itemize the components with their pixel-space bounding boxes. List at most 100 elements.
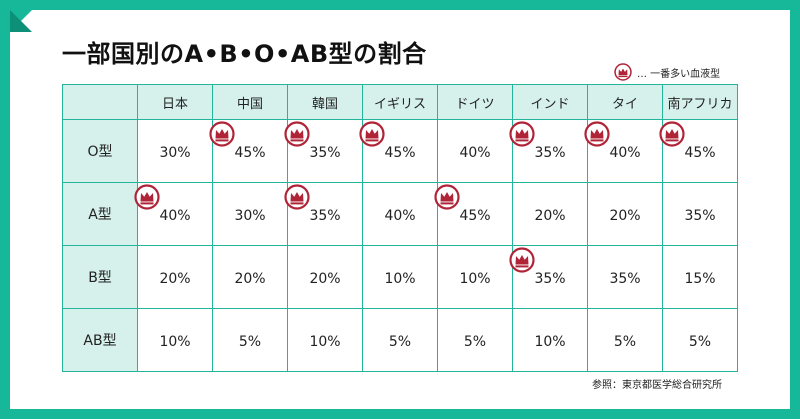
source-note: 参照：東京都医学総合研究所 — [592, 380, 722, 391]
cell-value: 10% — [534, 334, 566, 350]
cell-value: 30% — [159, 145, 191, 161]
table-cell: 5% — [212, 308, 288, 372]
table-cell: 30% — [137, 119, 213, 183]
table-cell: 20% — [512, 182, 588, 246]
cell-value: 20% — [309, 271, 341, 287]
cell-value: 40% — [609, 145, 641, 161]
crown-icon — [209, 121, 235, 147]
table-cell: 10% — [512, 308, 588, 372]
table-cell: 35% — [509, 119, 588, 183]
blood-type-table: 日本 中国 韓国 イギリス ドイツ インド タイ 南アフリカ O型 30% 45% 35% 45% 40… — [62, 84, 738, 372]
cell-value: 40% — [384, 208, 416, 224]
table-row: AB型 10% 5% 10% 5% 5% 10% 5% 5% — [62, 308, 738, 372]
cell-value: 10% — [309, 334, 341, 350]
table-cell: 40% — [362, 182, 438, 246]
column-header: 中国 — [212, 84, 288, 120]
table-cell: 35% — [587, 245, 663, 309]
column-header: イギリス — [362, 84, 438, 120]
table-cell: 5% — [662, 308, 738, 372]
cell-value: 10% — [459, 271, 491, 287]
table-cell: 30% — [212, 182, 288, 246]
table-row: O型 30% 45% 35% 45% 40% 35% 40% 45% — [62, 119, 738, 183]
cell-value: 15% — [684, 271, 716, 287]
cell-value: 40% — [159, 208, 191, 224]
row-label: AB型 — [62, 308, 138, 372]
column-header: 南アフリカ — [662, 84, 738, 120]
table-cell: 35% — [509, 245, 588, 309]
table-cell: 10% — [137, 308, 213, 372]
cell-value: 20% — [234, 271, 266, 287]
crown-icon — [614, 63, 632, 81]
header-row: 日本 中国 韓国 イギリス ドイツ インド タイ 南アフリカ — [62, 84, 738, 120]
cell-value: 35% — [684, 208, 716, 224]
table-row: B型 20% 20% 20% 10% 10% 35% 35% 15% — [62, 245, 738, 309]
table-cell: 20% — [137, 245, 213, 309]
cell-value: 35% — [309, 145, 341, 161]
cell-value: 35% — [609, 271, 641, 287]
cell-value: 35% — [309, 208, 341, 224]
row-label: O型 — [62, 119, 138, 183]
cell-value: 45% — [234, 145, 266, 161]
cell-value: 5% — [238, 334, 262, 350]
table-cell: 35% — [284, 119, 363, 183]
crown-icon — [584, 121, 610, 147]
table-cell: 5% — [587, 308, 663, 372]
row-label: B型 — [62, 245, 138, 309]
column-header: 韓国 — [287, 84, 363, 120]
table-cell: 10% — [362, 245, 438, 309]
table-cell: 40% — [134, 182, 213, 246]
cell-value: 35% — [534, 271, 566, 287]
cell-value: 45% — [459, 208, 491, 224]
table-cell: 40% — [584, 119, 663, 183]
table-cell: 5% — [362, 308, 438, 372]
column-header: ドイツ — [437, 84, 513, 120]
crown-icon — [284, 121, 310, 147]
table-cell: 45% — [359, 119, 438, 183]
table-cell: 10% — [437, 245, 513, 309]
crown-icon — [434, 184, 460, 210]
cell-value: 35% — [534, 145, 566, 161]
table-cell: 10% — [287, 308, 363, 372]
column-header: タイ — [587, 84, 663, 120]
table-cell: 35% — [284, 182, 363, 246]
cell-value: 5% — [613, 334, 637, 350]
cell-value: 20% — [159, 271, 191, 287]
cell-value: 45% — [684, 145, 716, 161]
cell-value: 10% — [159, 334, 191, 350]
crown-icon — [134, 184, 160, 210]
cell-value: 10% — [384, 271, 416, 287]
cell-value: 20% — [609, 208, 641, 224]
cell-value: 30% — [234, 208, 266, 224]
folded-corner — [10, 10, 32, 32]
cell-value: 40% — [459, 145, 491, 161]
table-cell: 20% — [287, 245, 363, 309]
table-cell: 45% — [659, 119, 738, 183]
table-cell: 45% — [209, 119, 288, 183]
crown-icon — [359, 121, 385, 147]
legend: … 一番多い血液型 — [614, 62, 720, 82]
corner-cell — [62, 84, 138, 120]
table-cell: 20% — [587, 182, 663, 246]
cell-value: 20% — [534, 208, 566, 224]
cell-value: 5% — [463, 334, 487, 350]
column-header: 日本 — [137, 84, 213, 120]
crown-icon — [659, 121, 685, 147]
table-cell: 40% — [437, 119, 513, 183]
page-title: 一部国別のA•B•O•AB型の割合 — [62, 40, 427, 68]
table-cell: 45% — [434, 182, 513, 246]
crown-icon — [509, 247, 535, 273]
legend-label: … 一番多い血液型 — [637, 68, 721, 80]
column-header: インド — [512, 84, 588, 120]
table-row: A型 40% 30% 35% 40% 45% 20% 20% 35% — [62, 182, 738, 246]
table-cell: 35% — [662, 182, 738, 246]
cell-value: 5% — [388, 334, 412, 350]
crown-icon — [284, 184, 310, 210]
table-cell: 15% — [662, 245, 738, 309]
table-cell: 20% — [212, 245, 288, 309]
crown-icon — [509, 121, 535, 147]
cell-value: 5% — [688, 334, 712, 350]
table-body: O型 30% 45% 35% 45% 40% 35% 40% 45% A型 40% 30% 35% 40%… — [62, 119, 738, 372]
table-cell: 5% — [437, 308, 513, 372]
row-label: A型 — [62, 182, 138, 246]
cell-value: 45% — [384, 145, 416, 161]
